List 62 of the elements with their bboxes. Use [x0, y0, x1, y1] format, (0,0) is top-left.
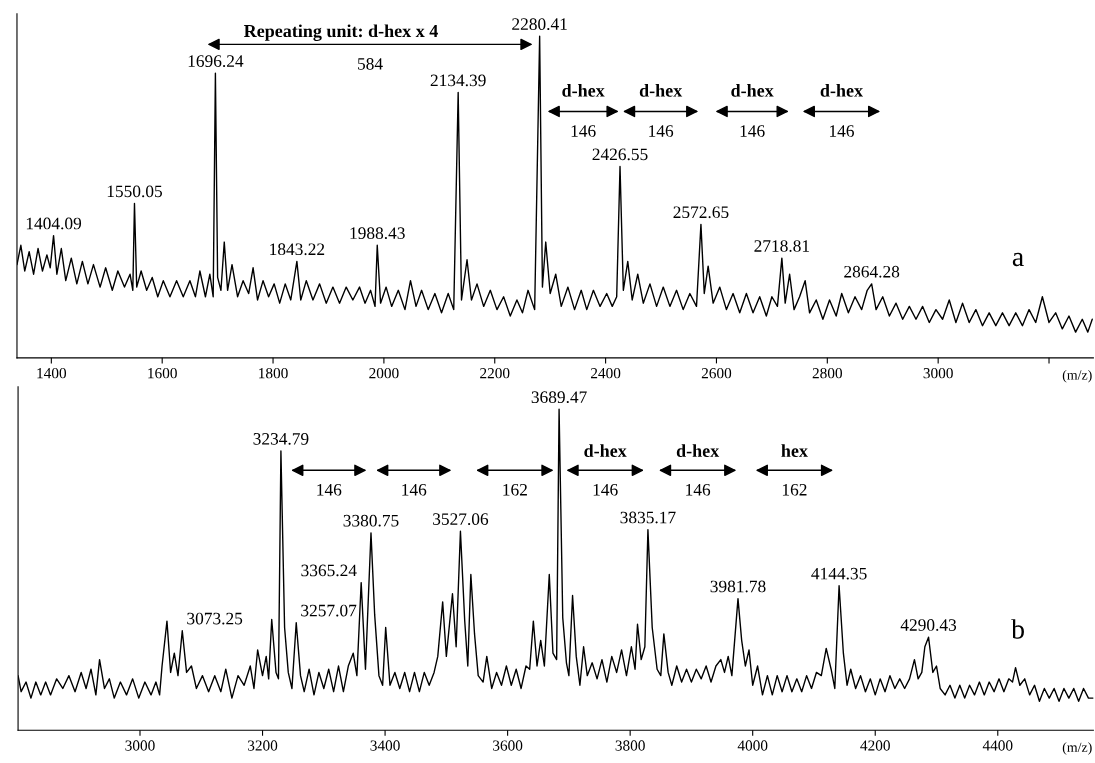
annotation: 3527.06	[433, 513, 489, 526]
x-tick-label: 4400	[982, 740, 1013, 751]
x-tick-label: 2400	[591, 368, 621, 379]
annotation: 162	[782, 483, 807, 496]
annotation: 146	[740, 125, 765, 137]
annotation: 2718.81	[754, 240, 810, 252]
annotation: hex	[781, 444, 808, 457]
annotation: 146	[829, 125, 854, 137]
annotation: 1988.43	[350, 227, 405, 240]
annotation: 3380.75	[343, 514, 399, 527]
annotation: a	[1012, 252, 1024, 267]
annotation: d-hex	[820, 84, 863, 97]
annotation: 3835.17	[620, 511, 676, 524]
x-tick-label: 1800	[259, 368, 288, 379]
annotation: 1843.22	[270, 243, 325, 256]
annotation: 2426.55	[592, 148, 648, 161]
annotation: d-hex	[731, 84, 774, 97]
annotation: 3689.47	[531, 391, 587, 404]
annotation: d-hex	[584, 444, 627, 457]
x-axis-title: (m/z)	[1062, 369, 1092, 383]
annotation: 1696.24	[188, 55, 244, 67]
x-tick-label: 2800	[812, 368, 842, 379]
x-tick-label: 3000	[923, 368, 953, 379]
annotation: 146	[686, 483, 711, 496]
annotation: 146	[571, 125, 596, 137]
annotation: 2280.41	[512, 18, 567, 31]
annotation: 1404.09	[26, 217, 82, 230]
x-tick-label: 2200	[480, 368, 510, 379]
annotation: 3073.25	[187, 612, 243, 625]
annotation: 162	[503, 483, 527, 496]
x-tick-label: 4000	[737, 740, 768, 751]
annotation: 4290.43	[900, 619, 957, 631]
annotation: 146	[649, 125, 674, 137]
x-tick-label: 3800	[615, 740, 645, 751]
annotation: Repeating unit: d-hex x 4	[243, 24, 438, 41]
annotation: d-hex	[639, 84, 683, 97]
annotation: 2864.28	[844, 265, 900, 278]
annotation: 3365.24	[301, 564, 357, 577]
annotation: 3234.79	[253, 433, 309, 445]
annotation: b	[1011, 619, 1024, 639]
x-tick-label: 1600	[148, 368, 177, 379]
annotation: 584	[358, 58, 383, 70]
x-tick-label: 3000	[125, 740, 155, 751]
annotation: 2134.39	[430, 74, 486, 87]
annotation: 146	[317, 483, 342, 496]
x-tick-label: 4200	[860, 740, 890, 751]
annotation: 146	[593, 483, 618, 496]
x-tick-label: 3400	[370, 740, 400, 751]
annotation: 3257.07	[301, 604, 357, 617]
annotation: 4144.35	[811, 567, 867, 580]
x-tick-label: 2000	[369, 368, 399, 379]
annotation: 2572.65	[673, 206, 729, 219]
annotation: d-hex	[562, 84, 605, 97]
annotation: 3981.78	[710, 580, 766, 593]
annotation: 146	[402, 483, 427, 496]
x-tick-label: 1400	[37, 368, 67, 379]
x-tick-label: 3600	[493, 740, 523, 751]
x-axis-title: (m/z)	[1062, 742, 1092, 755]
x-tick-label: 2600	[701, 368, 732, 379]
x-tick-label: 3200	[247, 740, 278, 751]
annotation: d-hex	[676, 444, 720, 457]
annotation: 1550.05	[107, 185, 163, 198]
